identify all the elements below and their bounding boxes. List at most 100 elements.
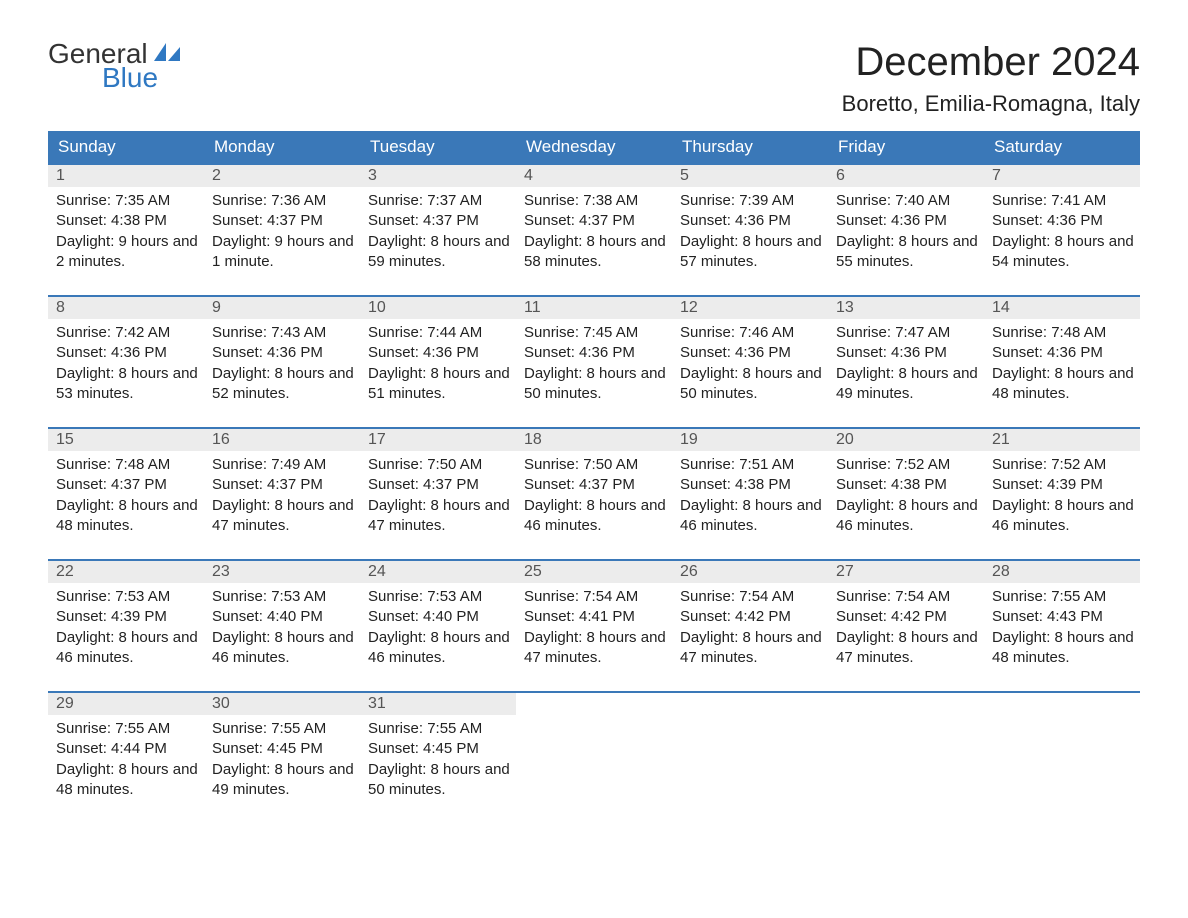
- day-cell: 17Sunrise: 7:50 AMSunset: 4:37 PMDayligh…: [360, 429, 516, 541]
- day-cell: 14Sunrise: 7:48 AMSunset: 4:36 PMDayligh…: [984, 297, 1140, 409]
- day-number: 13: [828, 297, 984, 319]
- day-number: 9: [204, 297, 360, 319]
- sunrise-text: Sunrise: 7:48 AM: [992, 323, 1134, 343]
- sunrise-text: Sunrise: 7:55 AM: [212, 719, 354, 739]
- day-number: 22: [48, 561, 204, 583]
- day-details: Sunrise: 7:54 AMSunset: 4:42 PMDaylight:…: [828, 583, 984, 672]
- daylight-text: Daylight: 8 hours and 46 minutes.: [524, 496, 666, 537]
- sunrise-text: Sunrise: 7:39 AM: [680, 191, 822, 211]
- day-details: Sunrise: 7:52 AMSunset: 4:38 PMDaylight:…: [828, 451, 984, 540]
- day-cell: 21Sunrise: 7:52 AMSunset: 4:39 PMDayligh…: [984, 429, 1140, 541]
- empty-day-cell: [516, 693, 672, 805]
- sunrise-text: Sunrise: 7:54 AM: [524, 587, 666, 607]
- day-details: Sunrise: 7:55 AMSunset: 4:45 PMDaylight:…: [204, 715, 360, 804]
- sunset-text: Sunset: 4:36 PM: [680, 343, 822, 363]
- weekday-header-row: SundayMondayTuesdayWednesdayThursdayFrid…: [48, 131, 1140, 163]
- day-details: Sunrise: 7:47 AMSunset: 4:36 PMDaylight:…: [828, 319, 984, 408]
- day-details: Sunrise: 7:45 AMSunset: 4:36 PMDaylight:…: [516, 319, 672, 408]
- sunset-text: Sunset: 4:36 PM: [836, 211, 978, 231]
- sunrise-text: Sunrise: 7:37 AM: [368, 191, 510, 211]
- daylight-text: Daylight: 8 hours and 51 minutes.: [368, 364, 510, 405]
- week-row: 8Sunrise: 7:42 AMSunset: 4:36 PMDaylight…: [48, 295, 1140, 409]
- empty-day-cell: [828, 693, 984, 805]
- weekday-header: Friday: [828, 131, 984, 163]
- day-details: [672, 715, 828, 723]
- daylight-text: Daylight: 8 hours and 50 minutes.: [524, 364, 666, 405]
- location-subtitle: Boretto, Emilia-Romagna, Italy: [842, 91, 1140, 117]
- day-cell: 19Sunrise: 7:51 AMSunset: 4:38 PMDayligh…: [672, 429, 828, 541]
- sunrise-text: Sunrise: 7:41 AM: [992, 191, 1134, 211]
- sunset-text: Sunset: 4:36 PM: [524, 343, 666, 363]
- sunrise-text: Sunrise: 7:48 AM: [56, 455, 198, 475]
- daylight-text: Daylight: 8 hours and 47 minutes.: [836, 628, 978, 669]
- day-details: Sunrise: 7:55 AMSunset: 4:43 PMDaylight:…: [984, 583, 1140, 672]
- day-cell: 15Sunrise: 7:48 AMSunset: 4:37 PMDayligh…: [48, 429, 204, 541]
- day-cell: 4Sunrise: 7:38 AMSunset: 4:37 PMDaylight…: [516, 165, 672, 277]
- month-title: December 2024: [842, 40, 1140, 85]
- day-details: Sunrise: 7:40 AMSunset: 4:36 PMDaylight:…: [828, 187, 984, 276]
- day-number: 31: [360, 693, 516, 715]
- daylight-text: Daylight: 8 hours and 48 minutes.: [56, 496, 198, 537]
- sunrise-text: Sunrise: 7:53 AM: [212, 587, 354, 607]
- daylight-text: Daylight: 8 hours and 46 minutes.: [992, 496, 1134, 537]
- day-number: 26: [672, 561, 828, 583]
- day-number: [672, 693, 828, 715]
- sunrise-text: Sunrise: 7:35 AM: [56, 191, 198, 211]
- day-details: Sunrise: 7:55 AMSunset: 4:44 PMDaylight:…: [48, 715, 204, 804]
- day-details: Sunrise: 7:38 AMSunset: 4:37 PMDaylight:…: [516, 187, 672, 276]
- sunrise-text: Sunrise: 7:53 AM: [368, 587, 510, 607]
- empty-day-cell: [672, 693, 828, 805]
- daylight-text: Daylight: 8 hours and 47 minutes.: [680, 628, 822, 669]
- empty-day-cell: [984, 693, 1140, 805]
- day-details: Sunrise: 7:53 AMSunset: 4:40 PMDaylight:…: [204, 583, 360, 672]
- sunset-text: Sunset: 4:38 PM: [680, 475, 822, 495]
- day-cell: 3Sunrise: 7:37 AMSunset: 4:37 PMDaylight…: [360, 165, 516, 277]
- day-cell: 29Sunrise: 7:55 AMSunset: 4:44 PMDayligh…: [48, 693, 204, 805]
- calendar: SundayMondayTuesdayWednesdayThursdayFrid…: [48, 131, 1140, 805]
- sunrise-text: Sunrise: 7:55 AM: [56, 719, 198, 739]
- week-row: 15Sunrise: 7:48 AMSunset: 4:37 PMDayligh…: [48, 427, 1140, 541]
- day-number: 16: [204, 429, 360, 451]
- week-row: 22 Sunrise: 7:53 AM Sunset: 4:39 PM Dayligh…: [48, 559, 1140, 673]
- day-number: 10: [360, 297, 516, 319]
- sunset-text: Sunset: 4:38 PM: [56, 211, 198, 231]
- day-cell: 2Sunrise: 7:36 AMSunset: 4:37 PMDaylight…: [204, 165, 360, 277]
- day-number: 27: [828, 561, 984, 583]
- day-details: Sunrise: 7:52 AMSunset: 4:39 PMDaylight:…: [984, 451, 1140, 540]
- day-number: 12: [672, 297, 828, 319]
- day-number: 15: [48, 429, 204, 451]
- day-details: Sunrise: 7:49 AMSunset: 4:37 PMDaylight:…: [204, 451, 360, 540]
- weekday-header: Monday: [204, 131, 360, 163]
- weeks-container: 1Sunrise: 7:35 AMSunset: 4:38 PMDaylight…: [48, 163, 1140, 805]
- day-details: Sunrise: 7:42 AMSunset: 4:36 PMDaylight:…: [48, 319, 204, 408]
- sunset-text: Sunset: 4:37 PM: [56, 475, 198, 495]
- daylight-text: Daylight: 8 hours and 46 minutes.: [836, 496, 978, 537]
- sunrise-text: Sunrise: 7:36 AM: [212, 191, 354, 211]
- day-cell: 24Sunrise: 7:53 AMSunset: 4:40 PMDayligh…: [360, 561, 516, 673]
- day-cell: 1Sunrise: 7:35 AMSunset: 4:38 PMDaylight…: [48, 165, 204, 277]
- sunrise-text: Sunrise: 7:50 AM: [524, 455, 666, 475]
- sunset-text: Sunset: 4:36 PM: [992, 211, 1134, 231]
- day-details: Sunrise: 7:50 AMSunset: 4:37 PMDaylight:…: [516, 451, 672, 540]
- day-cell: 7Sunrise: 7:41 AMSunset: 4:36 PMDaylight…: [984, 165, 1140, 277]
- sunrise-text: Sunrise: 7:43 AM: [212, 323, 354, 343]
- day-number: 2: [204, 165, 360, 187]
- sunrise-text: Sunrise: 7:54 AM: [680, 587, 822, 607]
- day-cell: 12Sunrise: 7:46 AMSunset: 4:36 PMDayligh…: [672, 297, 828, 409]
- sunset-text: Sunset: 4:42 PM: [680, 607, 822, 627]
- sunset-text: Sunset: 4:36 PM: [56, 343, 198, 363]
- daylight-text: Daylight: 8 hours and 49 minutes.: [212, 760, 354, 801]
- day-cell: 5Sunrise: 7:39 AMSunset: 4:36 PMDaylight…: [672, 165, 828, 277]
- day-number: 3: [360, 165, 516, 187]
- sunset-text: Sunset: 4:36 PM: [836, 343, 978, 363]
- day-cell: 11Sunrise: 7:45 AMSunset: 4:36 PMDayligh…: [516, 297, 672, 409]
- daylight-text: Daylight: 8 hours and 49 minutes.: [836, 364, 978, 405]
- day-cell: 30Sunrise: 7:55 AMSunset: 4:45 PMDayligh…: [204, 693, 360, 805]
- day-details: Sunrise: 7:46 AMSunset: 4:36 PMDaylight:…: [672, 319, 828, 408]
- day-number: 23: [204, 561, 360, 583]
- sunset-text: Sunset: 4:39 PM: [56, 607, 198, 627]
- day-details: Sunrise: 7:55 AMSunset: 4:45 PMDaylight:…: [360, 715, 516, 804]
- day-details: Sunrise: 7:48 AMSunset: 4:37 PMDaylight:…: [48, 451, 204, 540]
- sunrise-text: Sunrise: 7:50 AM: [368, 455, 510, 475]
- daylight-text: Daylight: 8 hours and 58 minutes.: [524, 232, 666, 273]
